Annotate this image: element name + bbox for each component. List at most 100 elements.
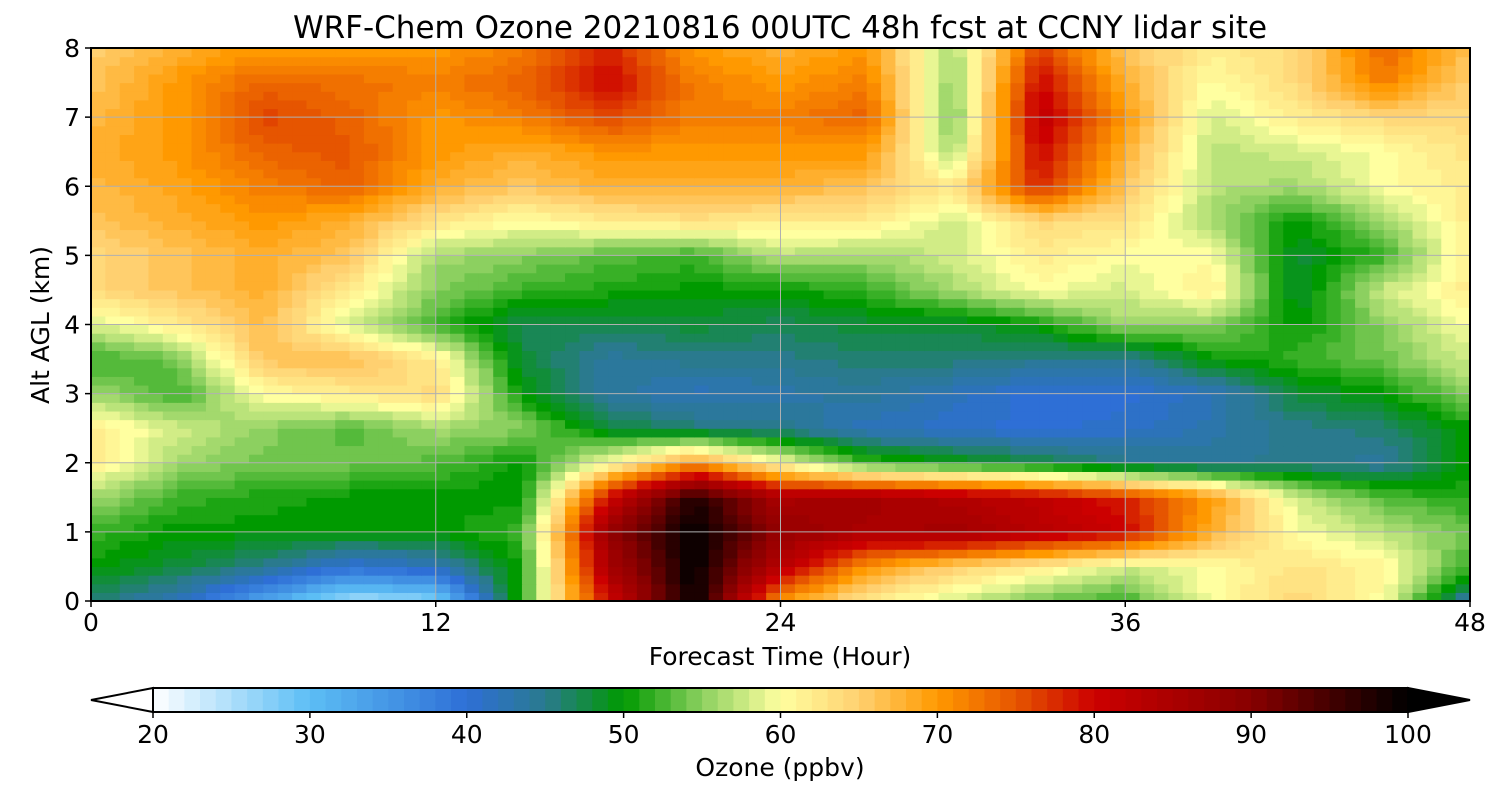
- ozone-cell: [665, 212, 681, 222]
- ozone-cell: [1426, 255, 1442, 265]
- ozone-cell: [809, 592, 825, 601]
- ozone-cell: [335, 341, 351, 352]
- ozone-cell: [981, 436, 997, 447]
- ozone-cell: [952, 376, 968, 386]
- ozone-cell: [809, 307, 825, 317]
- ozone-cell: [249, 583, 264, 593]
- ozone-cell: [234, 246, 250, 256]
- ozone-cell: [1024, 194, 1040, 205]
- ozone-cell: [320, 264, 336, 274]
- ozone-cell: [636, 333, 652, 343]
- ozone-cell: [967, 488, 983, 498]
- ozone-cell: [837, 168, 853, 179]
- ozone-cell: [823, 514, 839, 524]
- ozone-cell: [565, 557, 580, 568]
- ozone-cell: [694, 592, 710, 601]
- ozone-cell: [392, 523, 408, 533]
- ozone-cell: [1053, 151, 1069, 161]
- ozone-cell: [1053, 350, 1069, 360]
- ozone-cell: [1039, 376, 1055, 386]
- ozone-cell: [651, 307, 667, 317]
- ozone-cell: [909, 246, 925, 256]
- ozone-cell: [766, 540, 782, 550]
- ozone-cell: [1010, 212, 1026, 222]
- ozone-cell: [1168, 462, 1184, 472]
- ozone-cell: [852, 583, 868, 593]
- ozone-cell: [536, 445, 552, 455]
- ozone-cell: [493, 281, 509, 291]
- ozone-cell: [938, 557, 954, 568]
- ozone-cell: [1182, 281, 1198, 291]
- ozone-cell: [306, 480, 322, 490]
- ozone-cell: [148, 583, 164, 593]
- ozone-cell: [1211, 264, 1227, 274]
- ozone-cell: [1225, 454, 1241, 464]
- ozone-cell: [1110, 523, 1126, 533]
- ozone-cell: [378, 246, 394, 256]
- ozone-cell: [881, 186, 897, 196]
- ozone-cell: [91, 480, 106, 490]
- ozone-cell: [1254, 289, 1270, 300]
- ozone-cell: [622, 592, 638, 601]
- ozone-cell: [608, 505, 624, 516]
- ozone-cell: [952, 480, 968, 490]
- ozone-cell: [679, 341, 695, 352]
- ozone-cell: [1010, 393, 1026, 403]
- ozone-cell: [407, 220, 422, 231]
- ozone-cell: [1125, 566, 1141, 576]
- ozone-cell: [1024, 540, 1040, 550]
- ozone-cell: [909, 315, 925, 326]
- ozone-cell: [378, 428, 394, 438]
- ozone-cell: [363, 393, 379, 403]
- ozone-cell: [823, 575, 839, 585]
- ozone-cell: [177, 168, 193, 179]
- ozone-cell: [105, 220, 121, 231]
- ozone-cell: [1369, 359, 1385, 369]
- ozone-cell: [1455, 168, 1470, 179]
- ozone-cell: [995, 229, 1011, 239]
- ozone-cell: [751, 462, 767, 472]
- ozone-cell: [981, 307, 997, 317]
- ozone-cell: [694, 289, 710, 300]
- ozone-cell: [866, 436, 882, 447]
- ozone-cell: [234, 505, 250, 516]
- ozone-cell: [694, 480, 710, 490]
- ozone-cell: [478, 549, 494, 559]
- ozone-cell: [1283, 557, 1299, 568]
- ozone-cell: [938, 410, 954, 421]
- ozone-cell: [837, 480, 853, 490]
- ozone-cell: [234, 229, 250, 239]
- ozone-cell: [435, 376, 451, 386]
- ozone-cell: [665, 203, 681, 213]
- ozone-cell: [521, 212, 537, 222]
- ozone-cell: [852, 549, 868, 559]
- ozone-cell: [1039, 264, 1055, 274]
- ozone-cell: [1010, 497, 1026, 507]
- ozone-cell: [723, 289, 738, 300]
- ozone-cell: [766, 393, 782, 403]
- ozone-cell: [191, 246, 207, 256]
- ozone-cell: [1225, 480, 1241, 490]
- ozone-cell: [263, 177, 279, 187]
- ozone-cell: [1139, 307, 1155, 317]
- ozone-cell: [938, 212, 954, 222]
- ozone-cell: [521, 419, 537, 429]
- ozone-cell: [723, 514, 738, 524]
- ozone-cell: [636, 255, 652, 265]
- ozone-cell: [1297, 341, 1313, 352]
- ozone-cell: [593, 471, 609, 481]
- ozone-cell: [794, 333, 810, 343]
- ozone-cell: [895, 566, 911, 576]
- ozone-cell: [1110, 592, 1126, 601]
- ozone-cell: [1297, 462, 1313, 472]
- ozone-cell: [292, 376, 308, 386]
- ozone-cell: [995, 445, 1011, 455]
- ozone-cell: [1369, 264, 1385, 274]
- ozone-cell: [708, 549, 724, 559]
- ozone-cell: [550, 402, 566, 412]
- ozone-cell: [938, 238, 954, 248]
- ozone-cell: [837, 367, 853, 377]
- ozone-cell: [148, 445, 164, 455]
- ozone-cell: [550, 359, 566, 369]
- ozone-cell: [91, 393, 106, 403]
